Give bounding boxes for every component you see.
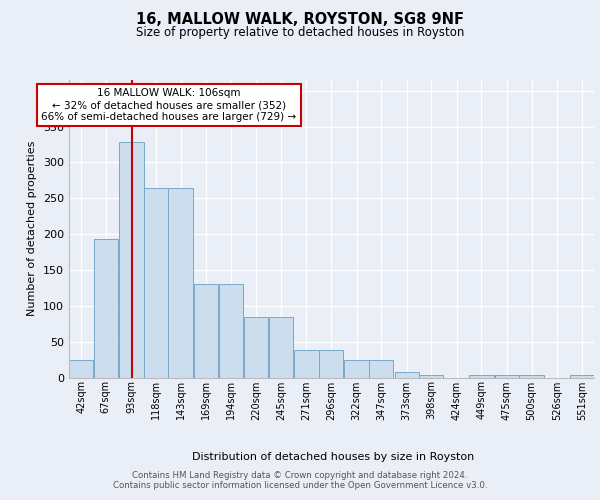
Text: Size of property relative to detached houses in Royston: Size of property relative to detached ho… [136, 26, 464, 39]
Bar [69, 360, 94, 378]
Bar [244, 316, 268, 378]
Text: Distribution of detached houses by size in Royston: Distribution of detached houses by size … [192, 452, 474, 462]
Bar [369, 360, 394, 378]
Bar [469, 374, 494, 378]
Bar [319, 350, 343, 378]
Text: 16 MALLOW WALK: 106sqm
← 32% of detached houses are smaller (352)
66% of semi-de: 16 MALLOW WALK: 106sqm ← 32% of detached… [41, 88, 296, 122]
Text: 16, MALLOW WALK, ROYSTON, SG8 9NF: 16, MALLOW WALK, ROYSTON, SG8 9NF [136, 12, 464, 28]
Bar [294, 350, 319, 378]
Text: Contains HM Land Registry data © Crown copyright and database right 2024.: Contains HM Land Registry data © Crown c… [132, 472, 468, 480]
Y-axis label: Number of detached properties: Number of detached properties [28, 141, 37, 316]
Bar [94, 239, 118, 378]
Bar [218, 284, 243, 378]
Bar [520, 374, 544, 378]
Bar [144, 188, 168, 378]
Bar [344, 360, 369, 378]
Text: Contains public sector information licensed under the Open Government Licence v3: Contains public sector information licen… [113, 482, 487, 490]
Bar [495, 374, 519, 378]
Bar [269, 316, 293, 378]
Bar [169, 188, 193, 378]
Bar [569, 374, 594, 378]
Bar [119, 142, 143, 378]
Bar [395, 372, 419, 378]
Bar [194, 284, 218, 378]
Bar [419, 374, 443, 378]
